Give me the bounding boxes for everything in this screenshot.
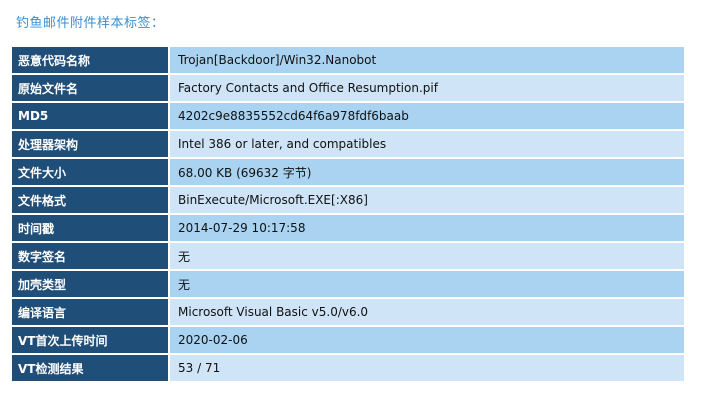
row-value: 无 xyxy=(168,241,686,271)
row-value: 无 xyxy=(168,269,686,299)
table-row: 加壳类型 无 xyxy=(10,269,686,299)
table-row: VT首次上传时间 2020-02-06 xyxy=(10,325,686,355)
row-label: VT首次上传时间 xyxy=(10,325,170,355)
table-row: 处理器架构 Intel 386 or later, and compatible… xyxy=(10,129,686,159)
table-row: 文件大小 68.00 KB (69632 字节) xyxy=(10,157,686,187)
row-label: 时间戳 xyxy=(10,213,170,243)
row-value: Trojan[Backdoor]/Win32.Nanobot xyxy=(168,45,686,75)
row-label: 原始文件名 xyxy=(10,73,170,103)
row-value: 4202c9e8835552cd64f6a978fdf6baab xyxy=(168,101,686,131)
row-label: 编译语言 xyxy=(10,297,170,327)
table-row: 编译语言 Microsoft Visual Basic v5.0/v6.0 xyxy=(10,297,686,327)
row-value: 53 / 71 xyxy=(168,353,686,383)
row-value: BinExecute/Microsoft.EXE[:X86] xyxy=(168,185,686,215)
row-value: 2014-07-29 10:17:58 xyxy=(168,213,686,243)
table-row: VT检测结果 53 / 71 xyxy=(10,353,686,383)
row-label: 恶意代码名称 xyxy=(10,45,170,75)
row-label: MD5 xyxy=(10,101,170,131)
sample-label-table: 恶意代码名称 Trojan[Backdoor]/Win32.Nanobot 原始… xyxy=(10,45,686,383)
row-label: 处理器架构 xyxy=(10,129,170,159)
section-caption: 钓鱼邮件附件样本标签： xyxy=(16,16,165,31)
table-row: MD5 4202c9e8835552cd64f6a978fdf6baab xyxy=(10,101,686,131)
row-value: Factory Contacts and Office Resumption.p… xyxy=(168,73,686,103)
row-value: 2020-02-06 xyxy=(168,325,686,355)
row-value: Intel 386 or later, and compatibles xyxy=(168,129,686,159)
row-label: VT检测结果 xyxy=(10,353,170,383)
table-row: 数字签名 无 xyxy=(10,241,686,271)
table-row: 原始文件名 Factory Contacts and Office Resump… xyxy=(10,73,686,103)
row-label: 加壳类型 xyxy=(10,269,170,299)
table-row: 时间戳 2014-07-29 10:17:58 xyxy=(10,213,686,243)
row-value: Microsoft Visual Basic v5.0/v6.0 xyxy=(168,297,686,327)
row-label: 文件大小 xyxy=(10,157,170,187)
row-value: 68.00 KB (69632 字节) xyxy=(168,157,686,187)
table-row: 恶意代码名称 Trojan[Backdoor]/Win32.Nanobot xyxy=(10,45,686,75)
row-label: 文件格式 xyxy=(10,185,170,215)
table-row: 文件格式 BinExecute/Microsoft.EXE[:X86] xyxy=(10,185,686,215)
row-label: 数字签名 xyxy=(10,241,170,271)
